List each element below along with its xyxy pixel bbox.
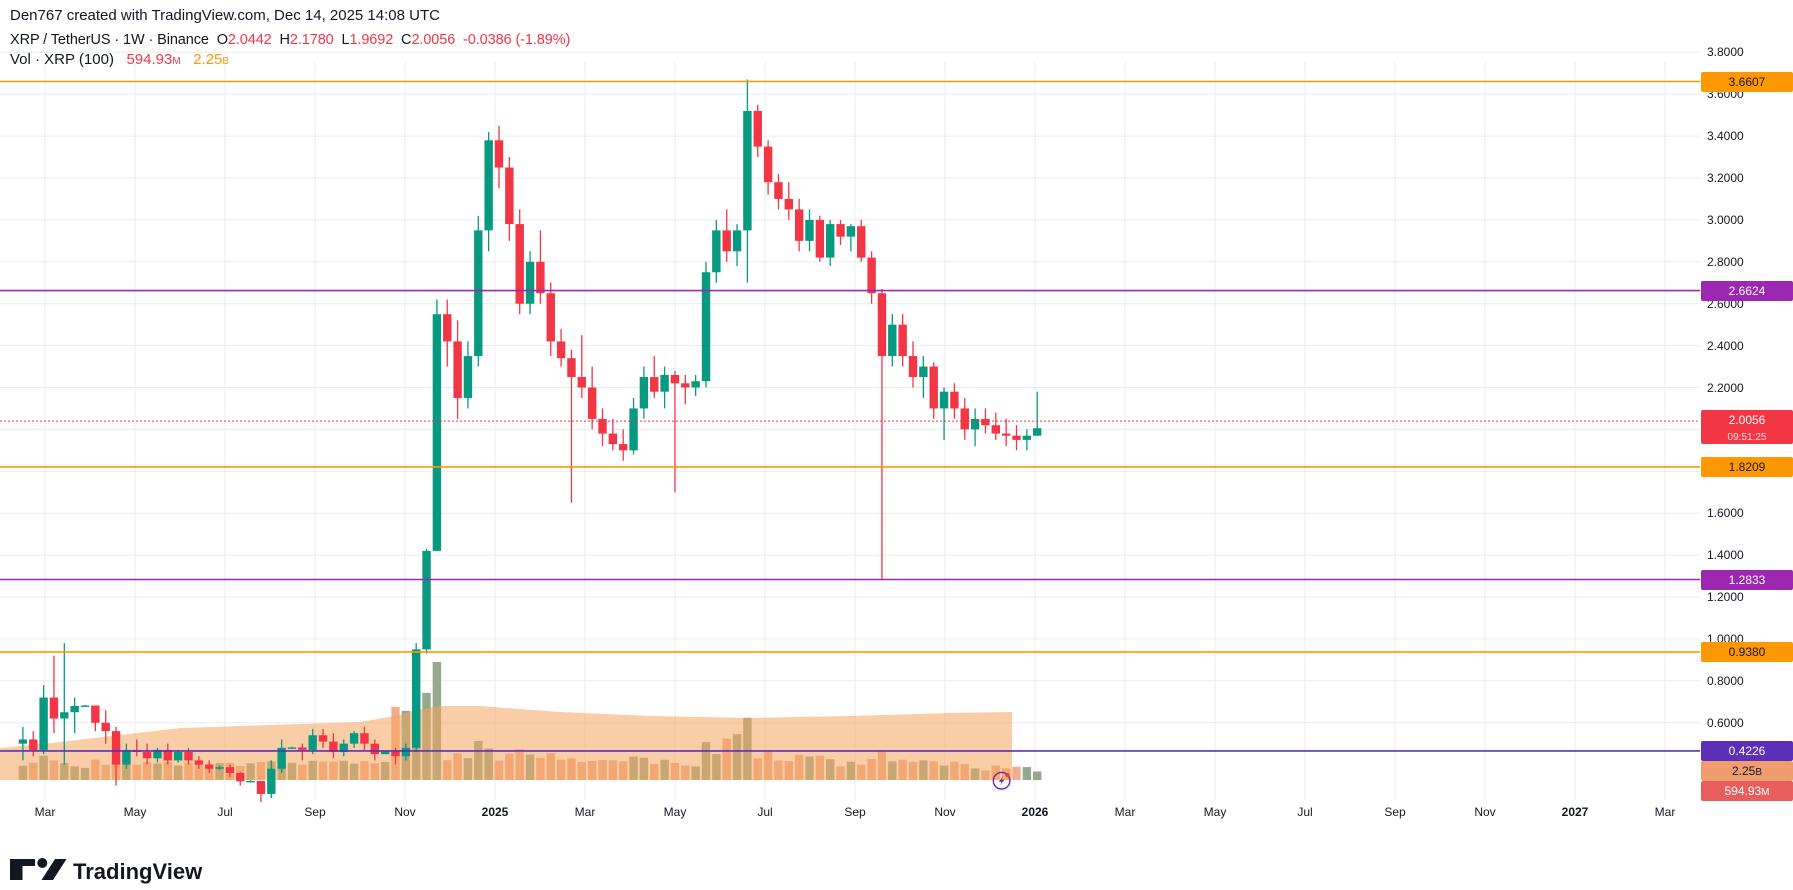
svg-text:TradingView: TradingView bbox=[73, 859, 203, 884]
